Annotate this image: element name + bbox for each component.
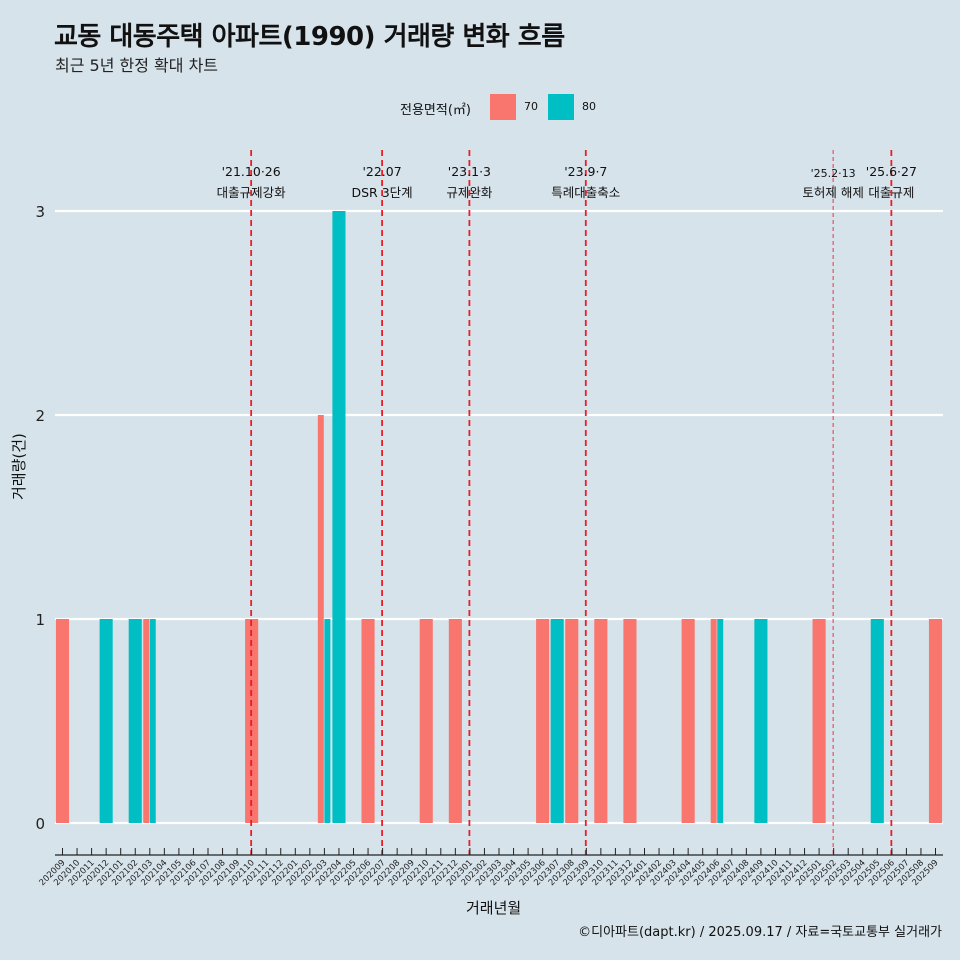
y-tick-label: 3 (35, 203, 45, 221)
y-axis-label: 거래량(건) (10, 433, 28, 500)
annotation-label: 대출규제강화 (217, 185, 287, 200)
legend-title: 전용면적(㎡) (400, 103, 471, 118)
annotation-date: '21.10·26 (222, 164, 281, 179)
x-axis: 2020092020102020112020122021012021022021… (38, 848, 943, 888)
legend-label-70: 70 (524, 100, 538, 113)
legend: 전용면적(㎡) 70 80 (0, 93, 960, 121)
y-tick-label: 1 (35, 611, 45, 629)
bar-80-202307 (550, 619, 564, 823)
bar-70-202009 (55, 619, 70, 823)
bar-80-202203 (324, 619, 331, 823)
annotation-label: 대출규제 (868, 185, 914, 200)
annotation-lines (250, 150, 893, 855)
legend-swatch-70 (490, 94, 516, 120)
legend-swatch-80 (548, 94, 574, 120)
chart-subtitle: 최근 5년 한정 확대 차트 (55, 56, 219, 75)
bar-70-202406 (710, 619, 717, 823)
bar-70-202212 (448, 619, 462, 823)
annotation-date: '25.6·27 (866, 164, 917, 179)
bar-70-202206 (361, 619, 375, 823)
bar-70-202501 (812, 619, 826, 823)
annotation-label: 토허제 해제 (802, 185, 863, 200)
bar-70-202312 (623, 619, 637, 823)
x-axis-label: 거래년월 (466, 899, 522, 917)
legend-label-80: 80 (582, 100, 596, 113)
bar-70-202310 (594, 619, 608, 823)
bar-80-202012 (99, 619, 113, 823)
annotation-label: 특례대출축소 (551, 185, 620, 200)
y-axis: 0 1 2 3 (35, 203, 45, 833)
bar-80-202102 (128, 619, 142, 823)
bar-70-202306 (536, 619, 550, 823)
bars (55, 211, 943, 823)
bar-70-202308 (565, 619, 579, 823)
annotation-date: '23.1·3 (448, 164, 491, 179)
bar-70-202210 (419, 619, 433, 823)
caption: ©디아파트(dapt.kr) / 2025.09.17 / 자료=국토교통부 실… (578, 925, 942, 940)
annotation-labels: '21.10·26 대출규제강화 '22.07 DSR 3단계 '23.1·3 규제완화 '… (217, 164, 917, 200)
annotation-date: '22.07 (362, 164, 401, 179)
bar-80-202409 (754, 619, 768, 823)
annotation-date: '25.2·13 (811, 167, 856, 180)
bar-80-202103 (149, 619, 156, 823)
bar-80-202406 (717, 619, 724, 823)
bar-70-202509 (928, 619, 943, 823)
y-tick-label: 2 (35, 407, 45, 425)
gridlines (55, 209, 943, 825)
annotation-date: '23.9·7 (564, 164, 607, 179)
y-tick-label: 0 (35, 815, 45, 833)
bar-70-202203 (317, 415, 324, 823)
bar-70-202103 (143, 619, 150, 823)
annotation-label: DSR 3단계 (352, 185, 413, 200)
annotation-label: 규제완화 (446, 185, 493, 200)
chart-title: 교동 대동주택 아파트(1990) 거래량 변화 흐름 (54, 22, 565, 52)
bar-70-202404 (681, 619, 695, 823)
bar-80-202204 (332, 211, 346, 823)
bar-80-202505 (870, 619, 884, 823)
